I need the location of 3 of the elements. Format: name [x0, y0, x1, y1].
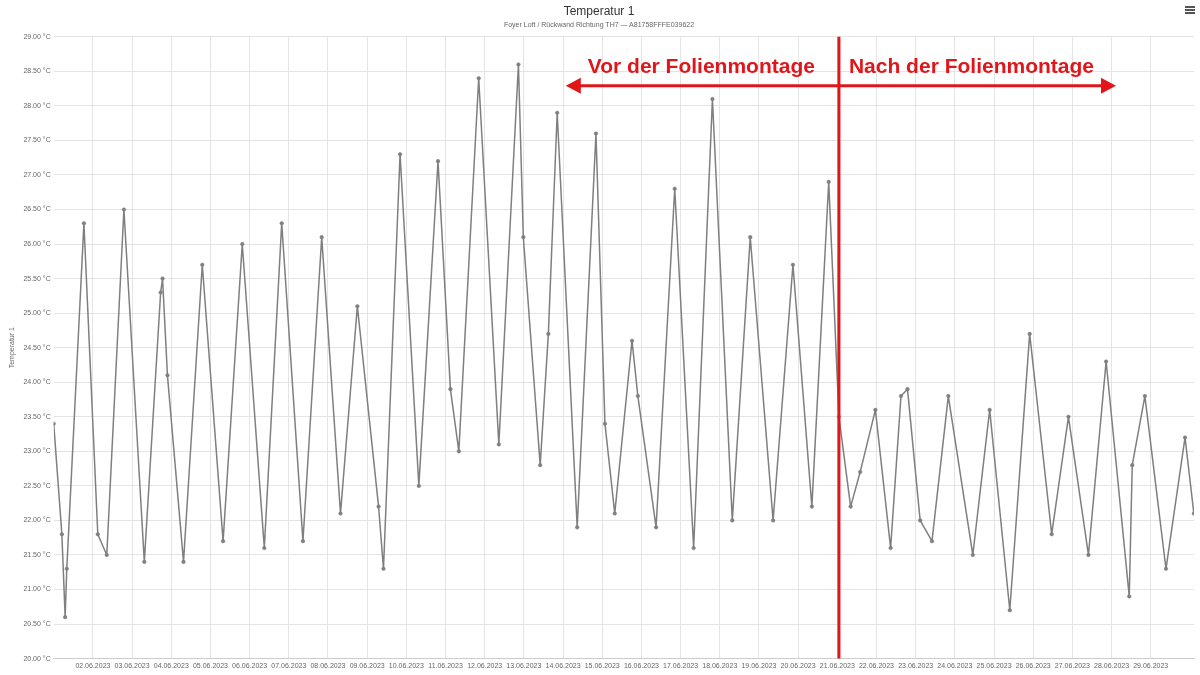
annotation: Vor der Folienmontage — [587, 53, 815, 77]
annotation: Nach der Folienmontage — [848, 53, 1094, 77]
chart-title: Temperatur 1 — [563, 3, 635, 18]
